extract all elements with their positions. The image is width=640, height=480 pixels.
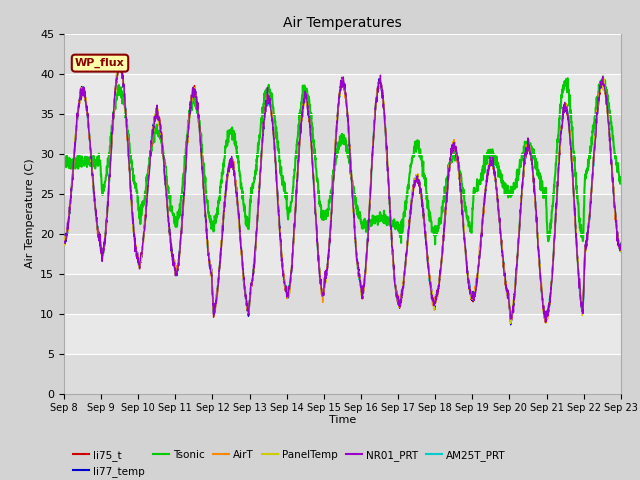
AirT <box>542 320 550 326</box>
PanelTemp <box>584 234 591 240</box>
li75_t <box>371 116 379 122</box>
AM25T_PRT <box>504 292 512 298</box>
AM25T_PRT <box>60 240 68 245</box>
NR01_PRT <box>568 160 576 166</box>
Bar <box>64 154 621 193</box>
Bar <box>64 354 621 394</box>
li77_temp <box>584 230 591 236</box>
Text: WP_flux: WP_flux <box>75 58 125 68</box>
li75_t <box>507 320 515 325</box>
NR01_PRT <box>541 319 549 325</box>
Line: PanelTemp: PanelTemp <box>64 62 621 324</box>
Tsonic <box>431 241 439 247</box>
NR01_PRT <box>504 291 512 297</box>
X-axis label: Time: Time <box>329 415 356 425</box>
NR01_PRT <box>60 239 68 244</box>
PanelTemp <box>60 236 68 242</box>
Line: li75_t: li75_t <box>64 63 621 323</box>
li77_temp <box>617 240 625 246</box>
AM25T_PRT <box>617 249 625 254</box>
Tsonic <box>617 175 625 181</box>
PanelTemp <box>617 244 625 250</box>
PanelTemp <box>507 321 515 326</box>
NR01_PRT <box>371 117 379 122</box>
Tsonic <box>358 221 366 227</box>
li77_temp <box>568 162 576 168</box>
AM25T_PRT <box>371 115 379 121</box>
li77_temp <box>216 263 223 269</box>
AirT <box>60 239 68 245</box>
Tsonic <box>216 195 223 201</box>
Bar <box>64 274 621 313</box>
AM25T_PRT <box>115 60 123 66</box>
Bar <box>64 73 621 114</box>
AM25T_PRT <box>216 265 223 271</box>
NR01_PRT <box>584 237 591 243</box>
Line: li77_temp: li77_temp <box>64 64 621 325</box>
Title: Air Temperatures: Air Temperatures <box>283 16 402 30</box>
Legend: li75_t, li77_temp, Tsonic, AirT, PanelTemp, NR01_PRT, AM25T_PRT: li75_t, li77_temp, Tsonic, AirT, PanelTe… <box>69 445 509 480</box>
Tsonic <box>60 161 68 167</box>
Tsonic <box>568 125 575 131</box>
AirT <box>584 235 591 240</box>
AirT <box>617 248 625 254</box>
NR01_PRT <box>216 265 223 271</box>
li75_t <box>584 229 591 235</box>
li77_temp <box>371 117 379 123</box>
AM25T_PRT <box>568 161 576 167</box>
NR01_PRT <box>359 283 367 289</box>
li77_temp <box>507 322 515 328</box>
Tsonic <box>504 194 512 200</box>
PanelTemp <box>359 289 367 295</box>
Bar <box>64 193 621 234</box>
li75_t <box>60 238 68 244</box>
Tsonic <box>371 216 378 222</box>
li77_temp <box>60 240 68 245</box>
Line: AM25T_PRT: AM25T_PRT <box>64 63 621 322</box>
AM25T_PRT <box>359 292 367 298</box>
Bar <box>64 114 621 154</box>
PanelTemp <box>371 113 379 119</box>
li75_t <box>359 296 367 302</box>
li75_t <box>617 248 625 253</box>
Line: NR01_PRT: NR01_PRT <box>64 62 621 322</box>
AirT <box>568 161 576 167</box>
AirT <box>117 61 125 67</box>
AirT <box>216 263 223 268</box>
li77_temp <box>359 289 367 295</box>
AM25T_PRT <box>542 319 550 324</box>
li77_temp <box>115 61 123 67</box>
Tsonic <box>599 73 607 79</box>
Bar <box>64 313 621 354</box>
PanelTemp <box>504 293 512 299</box>
AM25T_PRT <box>584 230 591 236</box>
li75_t <box>504 289 512 295</box>
AirT <box>504 295 512 301</box>
NR01_PRT <box>617 244 625 250</box>
Line: Tsonic: Tsonic <box>64 76 621 244</box>
Bar <box>64 34 621 73</box>
Bar <box>64 234 621 274</box>
PanelTemp <box>216 263 223 268</box>
li75_t <box>568 164 576 170</box>
AirT <box>371 118 379 124</box>
NR01_PRT <box>115 59 123 65</box>
Y-axis label: Air Temperature (C): Air Temperature (C) <box>24 159 35 268</box>
AirT <box>359 292 367 298</box>
li75_t <box>116 60 124 66</box>
Line: AirT: AirT <box>64 64 621 323</box>
PanelTemp <box>115 59 123 65</box>
li77_temp <box>504 290 512 296</box>
li75_t <box>216 266 223 272</box>
Tsonic <box>584 168 591 173</box>
PanelTemp <box>568 164 576 170</box>
